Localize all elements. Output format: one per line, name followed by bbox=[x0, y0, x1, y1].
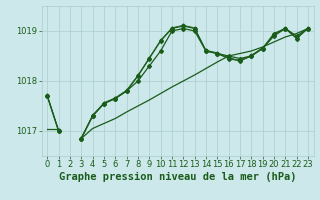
X-axis label: Graphe pression niveau de la mer (hPa): Graphe pression niveau de la mer (hPa) bbox=[59, 172, 296, 182]
